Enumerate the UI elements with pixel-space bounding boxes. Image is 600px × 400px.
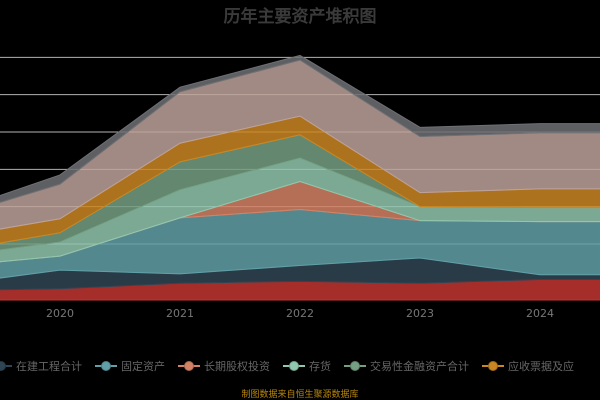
legend-item[interactable]: 应收票据及应 <box>482 358 574 374</box>
x-tick-label: 2024 <box>526 307 554 320</box>
legend-swatch-icon <box>178 361 200 371</box>
x-tick-label: 2023 <box>406 307 434 320</box>
x-tick-label: 2022 <box>286 307 314 320</box>
legend-item[interactable]: 固定资产 <box>95 358 165 374</box>
legend-item[interactable]: 在建工程合计 <box>0 358 82 374</box>
legend-swatch-icon <box>0 361 12 371</box>
legend: 在建工程合计 固定资产 长期股权投资 存货 交易性金融资产合计 应收票据及应 <box>0 358 587 374</box>
legend-swatch-icon <box>344 361 366 371</box>
legend-swatch-icon <box>283 361 305 371</box>
source-note: 制图数据来自恒生聚源数据库 <box>241 390 359 400</box>
legend-item[interactable]: 存货 <box>283 358 331 374</box>
x-tick-label: 2020 <box>46 307 74 320</box>
x-tick-label: 2021 <box>166 307 194 320</box>
area-series-8 <box>0 54 600 203</box>
legend-label: 应收票据及应 <box>508 360 574 373</box>
legend-label: 固定资产 <box>121 360 165 373</box>
legend-item[interactable]: 交易性金融资产合计 <box>344 358 469 374</box>
legend-label: 交易性金融资产合计 <box>370 360 469 373</box>
legend-label: 长期股权投资 <box>204 360 270 373</box>
legend-swatch-icon <box>95 361 117 371</box>
legend-swatch-icon <box>482 361 504 371</box>
legend-item[interactable]: 长期股权投资 <box>178 358 270 374</box>
legend-label: 存货 <box>309 360 331 373</box>
legend-label: 在建工程合计 <box>16 360 82 373</box>
chart-title: 历年主要资产堆积图 <box>223 7 377 27</box>
